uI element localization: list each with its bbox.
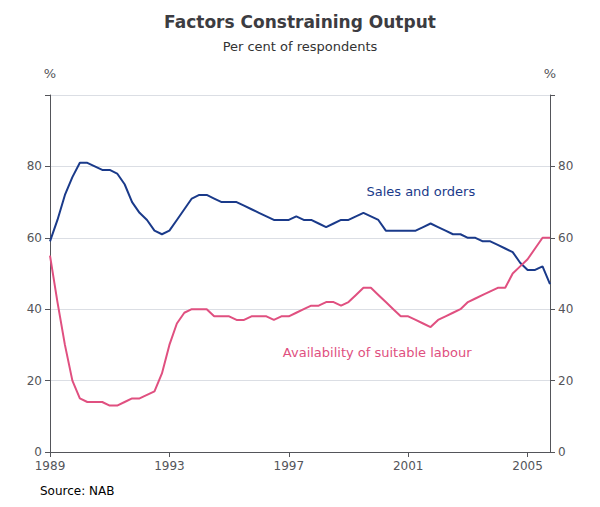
svg-text:1997: 1997	[274, 459, 305, 473]
svg-text:60: 60	[558, 231, 573, 245]
svg-text:80: 80	[558, 159, 573, 173]
svg-text:%: %	[544, 66, 556, 81]
svg-text:40: 40	[558, 302, 573, 316]
svg-text:1993: 1993	[154, 459, 185, 473]
svg-text:2001: 2001	[393, 459, 424, 473]
svg-text:%: %	[44, 66, 56, 81]
svg-text:Source: NAB: Source: NAB	[40, 484, 115, 498]
svg-text:60: 60	[27, 231, 42, 245]
svg-text:Availability of suitable labou: Availability of suitable labour	[283, 345, 472, 360]
svg-text:Per cent of respondents: Per cent of respondents	[223, 39, 378, 54]
svg-text:0: 0	[34, 445, 42, 459]
svg-text:20: 20	[27, 374, 42, 388]
svg-text:1989: 1989	[35, 459, 66, 473]
svg-text:Sales and orders: Sales and orders	[366, 184, 475, 199]
svg-text:Factors Constraining Output: Factors Constraining Output	[164, 12, 436, 32]
svg-text:80: 80	[27, 159, 42, 173]
svg-text:40: 40	[27, 302, 42, 316]
svg-text:2005: 2005	[512, 459, 543, 473]
svg-text:0: 0	[558, 445, 566, 459]
svg-text:20: 20	[558, 374, 573, 388]
